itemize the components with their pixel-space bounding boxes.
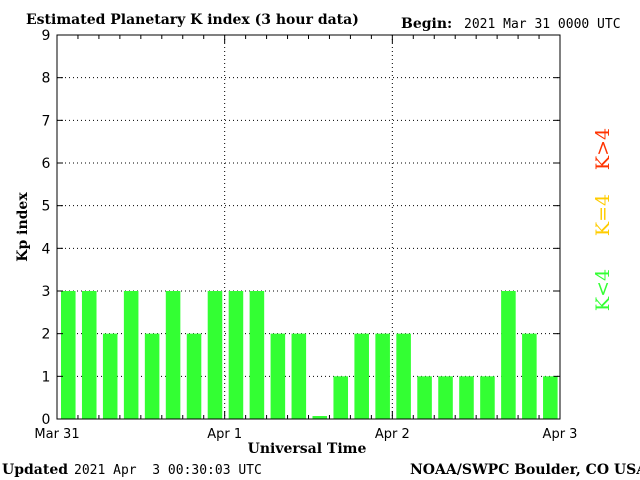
bar-8 — [228, 291, 244, 419]
bar-20 — [480, 376, 495, 419]
bar-21 — [501, 291, 516, 419]
x-tick-label-1: Apr 1 — [207, 427, 242, 442]
y-tick-label-9: 9 — [42, 28, 51, 44]
x-tick-label-2: Apr 2 — [375, 427, 410, 442]
y-tick-label-8: 8 — [42, 71, 51, 87]
bar-0 — [61, 291, 76, 419]
y-tick-labels: 0 1 2 3 4 5 6 7 8 9 — [42, 28, 51, 428]
source-credit: NOAA/SWPC Boulder, CO USA — [410, 462, 640, 478]
grid-lines — [57, 34, 560, 419]
bar-12 — [312, 416, 328, 419]
bar-10 — [270, 333, 286, 419]
y-axis-label: Kp index — [15, 192, 31, 262]
bar-5 — [165, 291, 181, 419]
legend-k-equal-4: K=4 — [592, 194, 614, 236]
bar-19 — [459, 376, 474, 419]
begin-label: Begin: — [401, 16, 452, 32]
bar-14 — [354, 333, 369, 419]
bar-7 — [207, 291, 223, 419]
bar-16 — [396, 333, 411, 419]
bar-1 — [81, 291, 97, 419]
begin-value: 2021 Mar 31 0000 UTC — [464, 17, 621, 32]
axes — [56, 34, 561, 420]
bar-11 — [291, 333, 307, 419]
y-tick-label-6: 6 — [42, 156, 51, 172]
bar-15 — [375, 333, 390, 419]
x-tick-labels: Mar 31 Apr 1 Apr 2 Apr 3 — [34, 427, 577, 442]
bar-23 — [543, 376, 558, 419]
x-tick-label-3: Apr 3 — [543, 427, 578, 442]
bar-3 — [123, 291, 139, 419]
y-tick-label-7: 7 — [42, 113, 51, 129]
y-tick-label-4: 4 — [42, 241, 51, 257]
bar-9 — [249, 291, 265, 419]
y-tick-label-2: 2 — [42, 327, 51, 343]
updated-label: Updated — [2, 462, 68, 478]
chart-title: Estimated Planetary K index (3 hour data… — [26, 12, 359, 28]
updated-value: 2021 Apr 3 00:30:03 UTC — [74, 463, 262, 478]
bar-13 — [333, 376, 349, 419]
bar-17 — [417, 376, 432, 419]
bar-6 — [186, 333, 202, 419]
bar-4 — [144, 333, 160, 419]
y-tick-label-0: 0 — [42, 412, 51, 428]
bar-18 — [438, 376, 453, 419]
legend-k-greater-4: K>4 — [592, 128, 614, 170]
x-tick-label-0: Mar 31 — [34, 427, 79, 442]
x-axis-label: Universal Time — [248, 441, 367, 457]
bar-series — [61, 291, 558, 419]
y-tick-label-1: 1 — [42, 369, 51, 385]
bar-2 — [102, 333, 118, 419]
legend-k-less-4: K<4 — [592, 269, 614, 311]
bar-22 — [522, 333, 537, 419]
y-tick-label-3: 3 — [42, 284, 51, 300]
y-tick-label-5: 5 — [42, 199, 51, 215]
